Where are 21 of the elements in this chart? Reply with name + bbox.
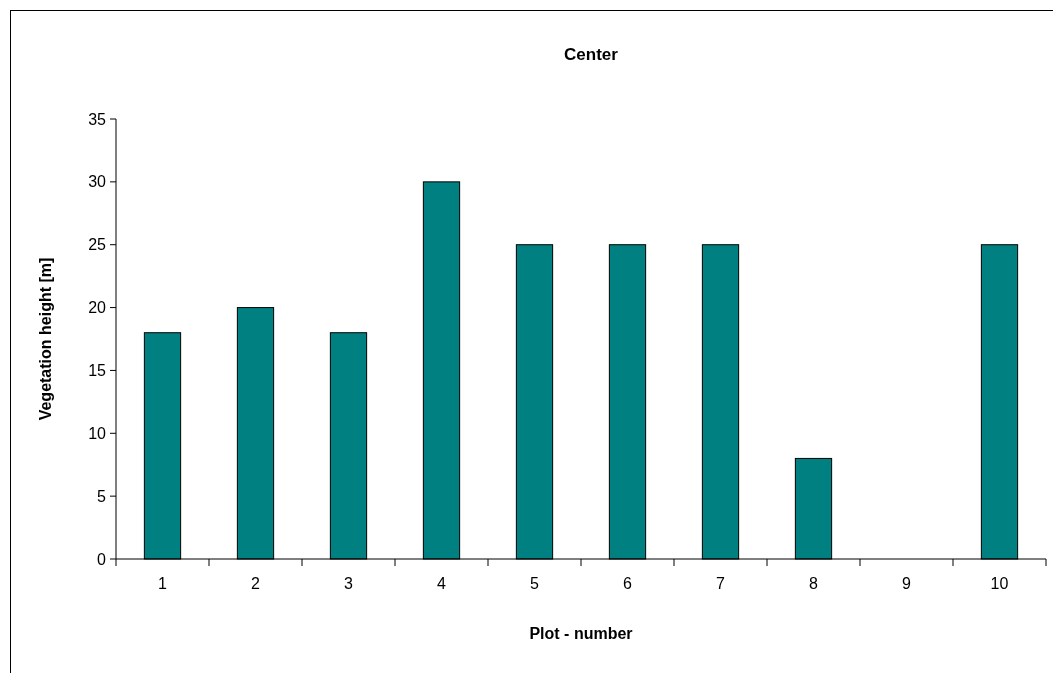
- y-tick-label: 20: [88, 299, 107, 317]
- x-tick-label: 9: [902, 575, 912, 592]
- x-tick-label: 8: [809, 575, 819, 592]
- x-tick-label: 5: [530, 575, 540, 592]
- y-tick-label: 30: [88, 173, 107, 191]
- x-tick-label: 1: [158, 575, 168, 592]
- x-axis-title: Plot - number: [529, 625, 633, 642]
- y-tick-label: 35: [88, 110, 107, 128]
- y-tick-label: 0: [97, 550, 107, 568]
- x-tick-label: 2: [251, 575, 261, 592]
- x-tick-label: 4: [437, 575, 447, 592]
- x-tick-label: 3: [344, 575, 354, 592]
- y-tick-label: 5: [97, 487, 107, 505]
- y-tick-label: 25: [88, 236, 107, 254]
- y-tick-label: 15: [88, 362, 107, 380]
- chart-title: Center: [564, 45, 619, 64]
- y-tick-label: 10: [88, 424, 107, 442]
- x-tick-label: 6: [623, 575, 633, 592]
- x-tick-label: 10: [990, 575, 1009, 592]
- y-axis-title: Vegetation height [m]: [37, 257, 54, 421]
- x-tick-label: 7: [716, 575, 726, 592]
